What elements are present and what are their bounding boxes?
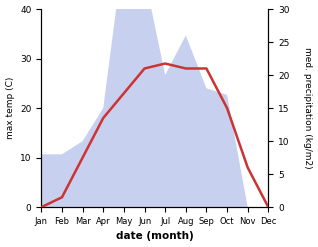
Y-axis label: med. precipitation (kg/m2): med. precipitation (kg/m2) xyxy=(303,47,313,169)
X-axis label: date (month): date (month) xyxy=(116,231,194,242)
Y-axis label: max temp (C): max temp (C) xyxy=(5,77,15,139)
